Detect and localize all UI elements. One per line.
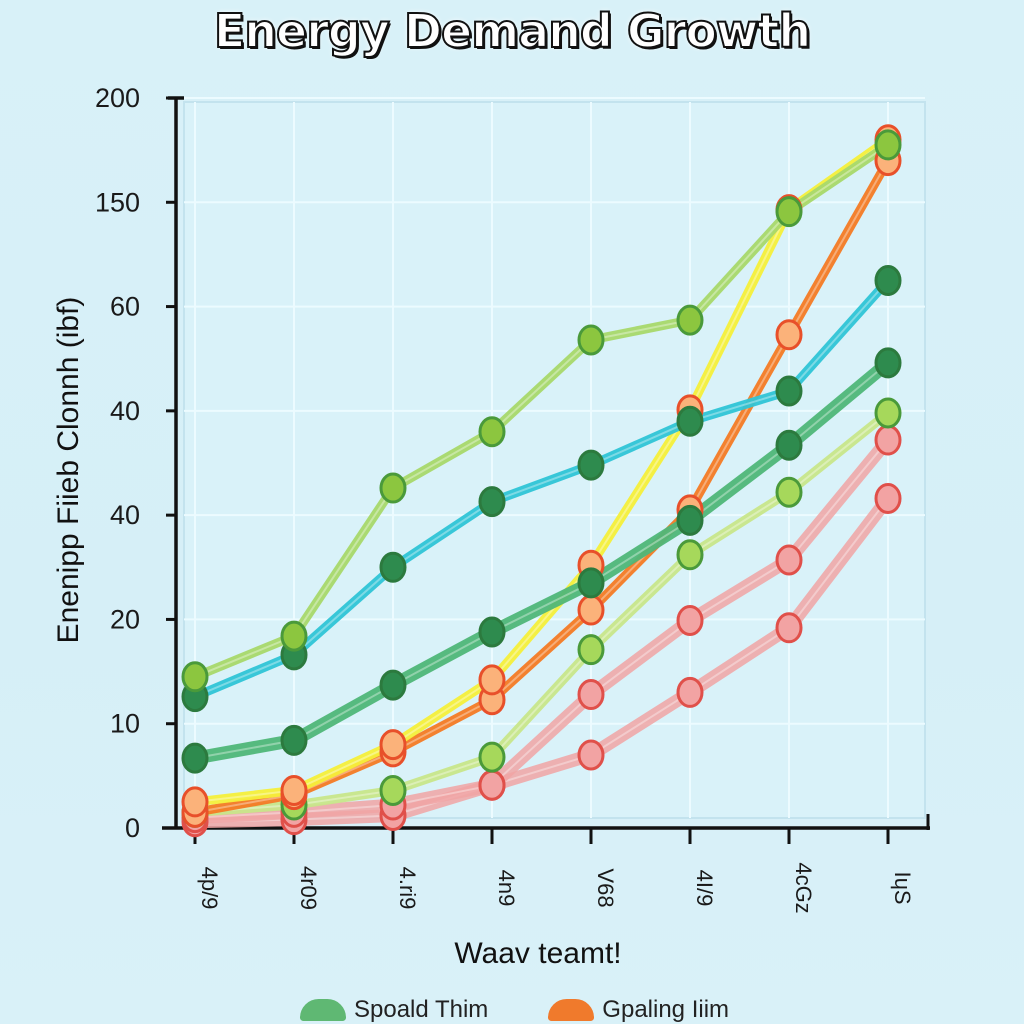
data-point-cyan	[577, 449, 605, 481]
data-point-orange	[577, 594, 605, 626]
data-point-pink-upper	[478, 769, 506, 801]
data-point-pink-lower	[775, 612, 803, 644]
data-point-pink-lower	[577, 739, 605, 771]
x-tick-label: 4p/9	[197, 867, 222, 910]
series-lines	[188, 135, 895, 829]
data-point-pink-upper	[577, 679, 605, 711]
x-tick-label: 4n9	[494, 870, 519, 907]
x-tick-label: 4cGz	[791, 862, 816, 913]
data-point-yellow	[379, 729, 407, 761]
legend-swatch	[548, 999, 595, 1021]
legend-item[interactable]: Gpaling Iiim	[548, 996, 729, 1024]
series-line-green	[188, 356, 895, 765]
y-tick-label: 60	[110, 292, 140, 322]
y-tick-label: 0	[125, 813, 140, 843]
grid	[183, 97, 926, 819]
x-tick-label: 4r09	[296, 866, 321, 910]
y-tick-label: 10	[110, 709, 140, 739]
series-line-pink-upper	[188, 433, 895, 825]
x-tick-label: V68	[593, 868, 618, 907]
data-point-green	[478, 616, 506, 648]
data-point-pale-lime	[775, 476, 803, 508]
series-line-pink-lower	[188, 491, 895, 829]
data-point-pale-lime	[676, 539, 704, 571]
data-point-pink-lower	[676, 676, 704, 708]
series-line-highlight	[194, 362, 889, 760]
y-tick-label: 40	[110, 500, 140, 530]
legend-item[interactable]: Spoald Thim	[300, 996, 488, 1024]
data-point-green	[379, 669, 407, 701]
series-line-pale-lime	[190, 408, 893, 817]
y-tick-label: 40	[110, 396, 140, 426]
data-point-yellow	[478, 664, 506, 696]
data-point-cyan	[775, 375, 803, 407]
data-point-lime	[181, 661, 209, 693]
data-point-cyan	[874, 265, 902, 296]
data-point-green	[775, 429, 803, 461]
y-axis-label: Enenipp Fiieb Clonnh (ibf)	[52, 297, 85, 644]
data-point-lime	[379, 472, 407, 504]
y-tick-label: 150	[95, 187, 140, 217]
series-line-highlight	[194, 144, 889, 678]
x-tick-label: 4.ri9	[395, 867, 420, 910]
data-point-pale-lime	[379, 774, 407, 806]
data-point-green	[181, 742, 209, 774]
data-point-pink-lower	[874, 482, 902, 514]
series-line-highlight	[194, 412, 889, 814]
series-line-highlight	[194, 138, 889, 803]
data-point-cyan	[379, 551, 407, 583]
legend-swatch	[300, 999, 346, 1021]
y-tick-label: 20	[110, 604, 140, 634]
data-point-pink-upper	[775, 544, 803, 576]
legend-label: Gpaling Iiim	[602, 996, 730, 1023]
data-point-lime	[478, 416, 506, 448]
series-line-lime	[190, 140, 893, 682]
y-tick-label: 200	[95, 83, 140, 113]
x-tick-label: 4I/9	[692, 870, 717, 907]
data-point-yellow	[280, 774, 308, 806]
data-point-green	[676, 504, 704, 536]
data-point-pale-lime	[577, 634, 605, 666]
x-tick-label: IɥS	[890, 871, 915, 904]
data-point-lime	[676, 304, 704, 336]
data-point-cyan	[478, 486, 506, 518]
legend: Spoald Thim Gpaling Iiim	[300, 996, 729, 1024]
x-ticks: 4p/9 4r09 4.ri9 4n9 V68 4I/9 4cGz IɥS	[193, 828, 915, 914]
data-point-green	[874, 347, 902, 379]
series-line-highlight	[194, 279, 889, 698]
data-point-lime	[577, 324, 605, 356]
data-point-green	[280, 724, 308, 756]
data-point-pink-upper	[874, 424, 902, 456]
data-point-pale-lime	[478, 741, 506, 773]
data-point-cyan	[676, 405, 704, 437]
plot-background	[183, 101, 926, 819]
legend-label: Spoald Thim	[354, 996, 489, 1023]
chart-title: Energy Demand Growth	[213, 3, 812, 59]
series-markers	[181, 124, 902, 838]
data-point-lime	[775, 196, 803, 228]
data-point-orange	[775, 319, 803, 351]
data-point-pale-lime	[874, 397, 902, 429]
data-point-lime	[280, 620, 308, 652]
series-line-highlight	[194, 497, 889, 823]
data-point-pink-upper	[676, 604, 704, 636]
series-line-yellow	[190, 135, 893, 807]
series-line-cyan	[190, 276, 893, 702]
x-axis-label: Waav teamt!	[454, 937, 621, 970]
y-ticks: 0 10 20 40 40 60 150 200	[95, 83, 176, 843]
series-line-highlight	[194, 439, 889, 819]
data-point-green	[577, 567, 605, 599]
data-point-lime	[874, 129, 902, 161]
data-point-yellow	[181, 786, 209, 818]
